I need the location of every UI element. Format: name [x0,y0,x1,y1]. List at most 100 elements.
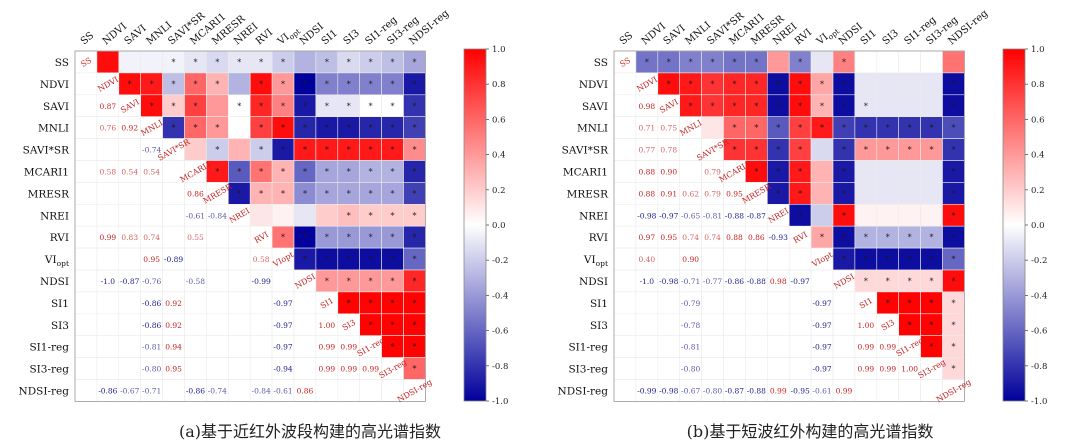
row-label: SI3 [51,320,69,332]
colorbar-tick-label: 0.0 [1031,221,1045,231]
correlation-value-label: -0.67 [681,386,700,395]
correlation-value-label: 0.99 [318,343,335,352]
heatmap-cell [228,116,251,139]
colorbar [1002,48,1026,402]
significance-star: * [215,146,219,155]
row-label: SI1-reg [29,342,69,354]
heatmap-cell [766,50,790,74]
heatmap-cell [854,379,878,402]
correlation-value-label: 0.86 [297,386,314,395]
heatmap-cell [74,182,98,205]
heatmap-cell [74,160,98,183]
heatmap-cell [613,269,637,293]
heatmap-cell [118,291,142,315]
column-label: NDSI [837,21,865,47]
correlation-value-label: 1.00 [318,321,335,330]
heatmap-cell [898,182,921,205]
correlation-value-label: -0.67 [120,386,139,395]
significance-star: * [237,58,241,67]
heatmap-cell [832,357,856,380]
heatmap-cell [920,160,943,183]
heatmap-cell [810,204,834,227]
correlation-value-label: -0.65 [681,211,700,220]
significance-star: * [412,321,416,330]
significance-star: * [754,124,758,133]
significance-star: * [325,189,329,198]
heatmap-cell [140,182,163,205]
correlation-value-label: -0.86 [142,321,161,330]
heatmap-cell [832,335,856,358]
column-label: SI3 [881,28,901,47]
heatmap-cell [876,160,899,183]
heatmap-cell [613,72,637,96]
significance-star: * [150,80,154,89]
significance-star: * [281,146,285,155]
significance-star: * [259,146,263,155]
significance-star: * [259,80,263,89]
correlation-value-label: -0.97 [812,321,831,330]
heatmap-cell [876,379,899,402]
colorbar-tick-label: 0.0 [492,221,506,231]
significance-star: * [391,299,395,308]
heatmap-cell [898,94,921,118]
heatmap-cell [701,313,724,336]
significance-star: * [864,102,868,111]
heatmap-cell [249,335,273,358]
significance-star: * [325,277,329,286]
correlation-value-label: 0.95 [660,233,677,242]
heatmap-cell [74,379,98,402]
significance-star: * [281,80,285,89]
heatmap-cell [293,313,317,336]
heatmap-cell [657,335,680,358]
heatmap-cell [96,50,120,74]
correlation-value-label: -0.79 [681,299,700,308]
significance-star: * [369,255,373,264]
significance-star: * [325,233,329,242]
correlation-value-label: 0.54 [121,167,138,176]
heatmap-cell [898,204,921,227]
significance-star: * [886,146,890,155]
significance-star: * [908,255,912,264]
heatmap-cell [337,379,360,402]
heatmap-cell [876,72,899,96]
row-label: MNLI [38,123,69,135]
correlation-value-label: 0.99 [340,343,357,352]
correlation-value-label: -0.97 [791,277,810,286]
heatmap-cell [810,269,834,293]
heatmap-cell [723,335,746,358]
significance-star: * [711,80,715,89]
significance-star: * [951,299,955,308]
significance-star: * [412,58,416,67]
significance-star: * [369,102,373,111]
heatmap-cell [701,247,724,271]
heatmap-cell [876,204,899,227]
heatmap-cell [162,225,185,249]
significance-star: * [347,146,351,155]
heatmap-cell [118,138,142,161]
heatmap-cell [876,182,899,205]
correlation-value-label: -0.86 [186,386,205,395]
colorbar-tick-label: 0.4 [1031,151,1045,161]
heatmap-cell [74,291,98,315]
colorbar-tick-label: 0.6 [1031,115,1045,125]
correlation-value-label: 0.99 [836,386,853,395]
significance-star: * [951,80,955,89]
significance-star: * [754,58,758,67]
significance-star: * [193,124,197,133]
heatmap-cell [635,291,659,315]
correlation-value-label: -0.87 [725,386,744,395]
heatmap-cell [723,313,746,336]
heatmap-cell [228,335,251,358]
correlation-value-label: -0.76 [142,277,161,286]
heatmap-cell [679,160,702,183]
correlation-value-label: 0.98 [770,277,787,286]
significance-star: * [215,58,219,67]
heatmap-cell [657,291,680,315]
column-label: NDVI [640,21,668,47]
heatmap-cell [184,247,207,271]
column-label: SI3 [342,28,362,47]
correlation-value-label: 0.99 [857,365,874,374]
colorbar-tick-label: 0.2 [492,186,506,196]
significance-star: * [303,146,307,155]
heatmap-cell [206,357,229,380]
